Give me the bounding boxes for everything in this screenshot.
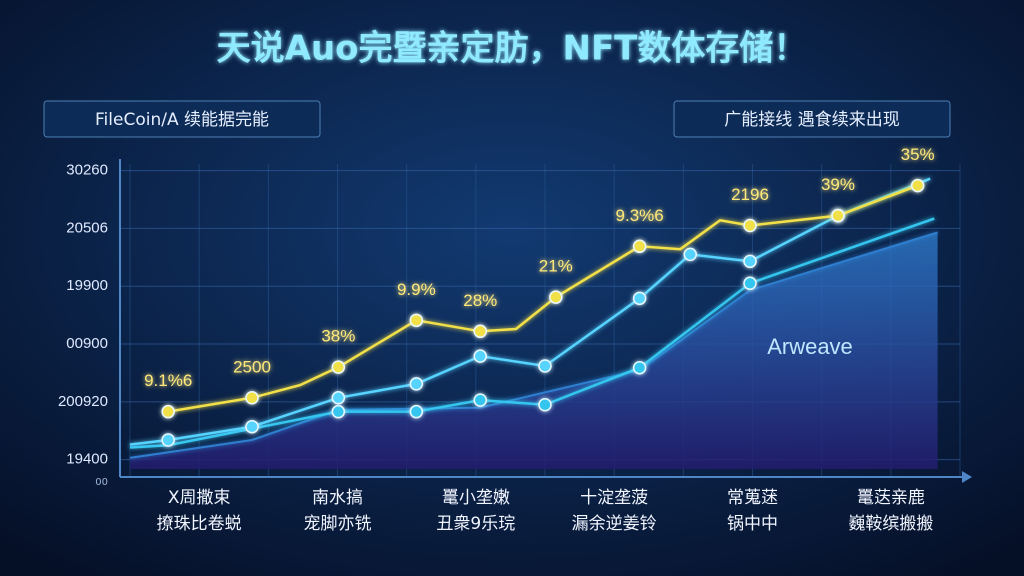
point (331, 404, 346, 419)
point (831, 208, 845, 223)
point (549, 290, 563, 304)
point (632, 360, 647, 375)
point (245, 419, 259, 434)
x-axis-arrow (962, 471, 972, 483)
point (409, 377, 424, 391)
x-tick-label: 漏余逆姜铃 (572, 514, 657, 534)
y-tick-label: 30260 (66, 162, 108, 179)
x-tick-label: 锅中中 (727, 514, 778, 534)
data-label: 28% (463, 291, 497, 310)
x-tick-label: 南水搞 (312, 488, 363, 508)
x-tick-label: 鼍荙亲鹿 (857, 488, 925, 508)
area-edge (129, 231, 938, 459)
x-tick-label: 十淀垄菠 (580, 488, 648, 508)
area (130, 232, 938, 469)
point (683, 247, 697, 262)
x-tick-label: 撩珠比卷蜕 (157, 514, 242, 534)
legend-box (43, 100, 321, 138)
point (910, 178, 925, 193)
data-label: 39% (821, 175, 855, 194)
x-tick-label: 丑衆9乐琓 (436, 514, 515, 534)
legend-label: 广能接线 遇食续来出现 (724, 110, 899, 130)
data-label: 9.1%6 (144, 371, 192, 390)
data-label: 38% (321, 327, 355, 346)
point (743, 218, 757, 233)
data-label: 21% (539, 257, 573, 276)
x-tick-label: X周撒束 (168, 488, 231, 508)
legend-box (673, 100, 951, 138)
point (409, 313, 424, 328)
x-tick-label: 常蒐蒁 (727, 488, 778, 508)
line (129, 177, 931, 446)
y-tick-label: 19900 (66, 277, 108, 294)
y-tick-label: 20506 (66, 219, 108, 236)
y-tick-label: 00900 (66, 335, 108, 352)
point (473, 349, 488, 363)
data-label: 2500 (233, 357, 271, 376)
point (331, 391, 346, 405)
x-tick-label: 鼍小垄嫩 (442, 488, 510, 508)
point (538, 359, 552, 373)
origin-label: 00 (95, 477, 108, 488)
data-label: 9.9% (397, 280, 436, 299)
point (161, 404, 175, 419)
point (473, 324, 488, 339)
point (743, 276, 757, 291)
point (632, 239, 647, 254)
point (331, 360, 346, 374)
point (161, 433, 175, 447)
data-label: 9.3%6 (616, 206, 664, 225)
y-tick-label: 19400 (66, 451, 108, 468)
data-label: 35% (901, 145, 935, 164)
x-tick-label: 巍鞍缤搬搬 (848, 514, 933, 534)
data-label: 2196 (731, 185, 769, 204)
point (245, 391, 259, 405)
x-tick-label: 宠脚亦铣 (304, 514, 372, 534)
point (473, 393, 488, 407)
point (538, 397, 552, 412)
series-label: Arweave (767, 334, 853, 359)
y-tick-label: 200920 (58, 393, 108, 410)
legend-label: FileCoin/A 续能据完能 (95, 110, 269, 130)
point (743, 254, 757, 269)
chart-title: 天说Auo完暨亲定肪，NFT数体存储！ (217, 29, 808, 69)
point (409, 404, 424, 419)
point (632, 291, 647, 306)
